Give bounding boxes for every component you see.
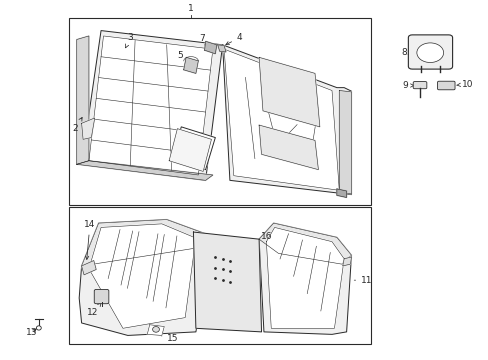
Polygon shape (77, 161, 212, 180)
Polygon shape (266, 228, 344, 328)
Text: 10: 10 (456, 80, 473, 89)
Text: 11: 11 (353, 276, 372, 285)
FancyBboxPatch shape (437, 81, 454, 90)
Polygon shape (224, 49, 339, 190)
Text: 3: 3 (125, 33, 133, 48)
Polygon shape (342, 257, 351, 266)
Text: 16: 16 (242, 232, 272, 255)
Text: 13: 13 (26, 328, 37, 337)
Text: 15: 15 (159, 333, 178, 343)
Text: 5: 5 (177, 51, 188, 66)
Polygon shape (81, 220, 205, 266)
Polygon shape (259, 223, 351, 264)
Polygon shape (204, 41, 216, 54)
Polygon shape (171, 127, 215, 170)
Polygon shape (147, 325, 164, 336)
Polygon shape (339, 90, 351, 194)
Polygon shape (169, 129, 211, 171)
Bar (69, 207, 370, 345)
FancyBboxPatch shape (407, 35, 452, 69)
Text: 12: 12 (87, 303, 101, 318)
Polygon shape (259, 57, 319, 127)
Ellipse shape (152, 327, 159, 332)
Polygon shape (89, 36, 212, 175)
Polygon shape (217, 45, 225, 52)
Polygon shape (77, 36, 89, 164)
FancyBboxPatch shape (412, 82, 426, 89)
Polygon shape (183, 57, 198, 73)
Ellipse shape (416, 43, 443, 63)
Polygon shape (81, 31, 222, 180)
Polygon shape (81, 118, 95, 139)
Bar (69, 18, 370, 205)
Text: 6: 6 (190, 138, 201, 151)
Ellipse shape (36, 326, 41, 330)
Text: 2: 2 (72, 117, 82, 133)
Text: 4: 4 (225, 33, 242, 45)
Polygon shape (81, 261, 96, 275)
Text: 9: 9 (401, 81, 413, 90)
Polygon shape (336, 189, 346, 197)
Polygon shape (259, 223, 351, 334)
Polygon shape (193, 232, 261, 332)
Text: 1: 1 (188, 4, 194, 13)
FancyBboxPatch shape (94, 289, 109, 304)
Polygon shape (79, 220, 210, 336)
Text: 8: 8 (400, 48, 410, 57)
Polygon shape (222, 45, 351, 195)
Polygon shape (89, 224, 196, 328)
Text: 14: 14 (84, 220, 95, 260)
Text: 7: 7 (199, 34, 207, 47)
Polygon shape (259, 125, 318, 170)
